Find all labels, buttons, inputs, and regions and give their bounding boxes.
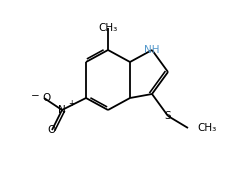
Text: NH: NH: [144, 45, 160, 55]
Text: N: N: [58, 105, 66, 115]
Text: +: +: [68, 99, 74, 108]
Text: CH₃: CH₃: [98, 23, 118, 33]
Text: −: −: [30, 91, 39, 101]
Text: S: S: [165, 111, 171, 121]
Text: CH₃: CH₃: [198, 123, 217, 133]
Text: O: O: [48, 125, 56, 135]
Text: O: O: [42, 93, 51, 103]
